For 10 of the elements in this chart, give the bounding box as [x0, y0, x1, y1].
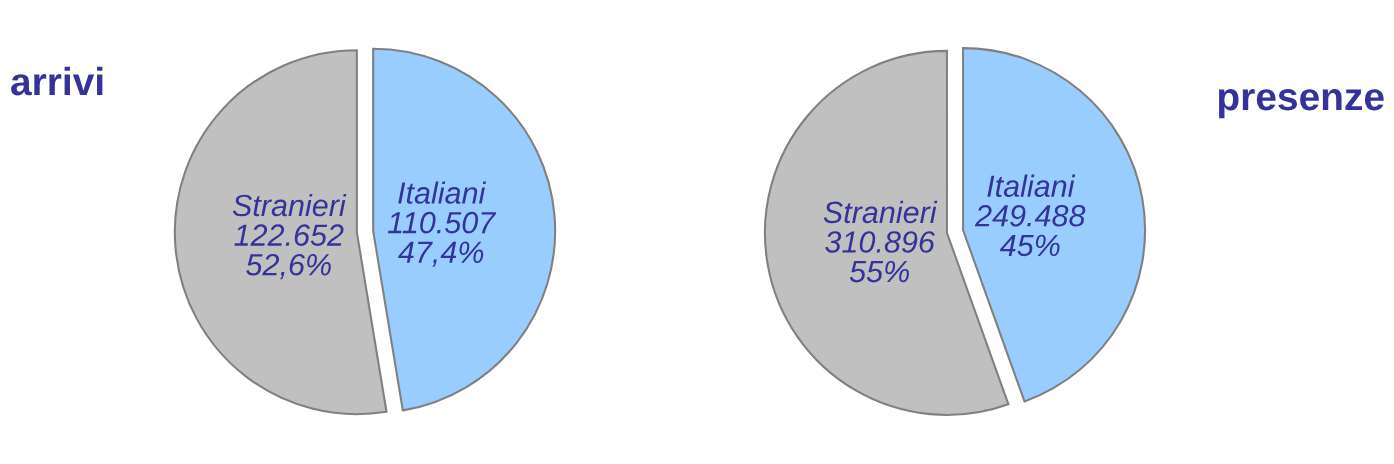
data-label: 249.488 45%: [974, 204, 1086, 257]
text: presenze: [1218, 89, 1384, 119]
slice-label: Stranieri: [232, 193, 347, 217]
slice-label: Stranieri: [823, 200, 938, 224]
data-label: 310.896 55%: [825, 231, 935, 283]
data-label: 122.652 52,6%: [234, 224, 344, 280]
data-label: 110.507 47,4%: [387, 211, 497, 267]
slice-label: Italiani: [398, 181, 487, 204]
chart-title: arrivi: [11, 66, 103, 96]
slice-label: Italiani: [987, 174, 1076, 198]
